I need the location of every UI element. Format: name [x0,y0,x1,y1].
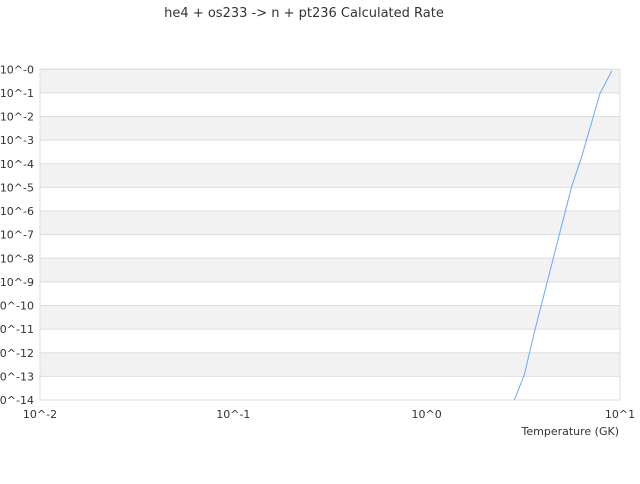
x-tick-label: 10^-1 [216,408,250,421]
grid-band [40,69,620,93]
y-tick-label: 10^-14 [0,394,34,407]
y-tick-label: 10^-6 [0,205,34,218]
grid-band [40,234,620,259]
x-tick-label: 10^-2 [23,408,57,421]
grid-band [40,163,620,188]
y-axis: 10^-0 10^-1 10^-2 10^-3 10^-4 10^-5 10^-6 10^-7… [0,63,34,407]
series-line [513,70,613,401]
x-axis: 10^-2 10^-1 10^0 10^1 [23,408,635,421]
grid-band [40,258,620,282]
grid-band [40,211,620,235]
grid-band [40,281,620,306]
y-tick-label: 10^-5 [0,181,34,194]
x-axis-label: Temperature (GK) [521,425,620,438]
grid-bands [40,68,620,400]
y-tick-label: 10^-9 [0,276,34,289]
grid-band [40,92,620,117]
grid-band [40,116,620,141]
y-tick-label: 10^-10 [0,300,34,313]
chart-title: he4 + os233 -> n + pt236 Calculated Rate [164,6,444,21]
y-tick-label: 10^-13 [0,370,34,383]
y-tick-label: 10^-0 [0,63,34,76]
grid-band [40,329,620,353]
y-tick-label: 10^-2 [0,111,34,124]
grid-band [40,305,620,330]
y-tick-label: 10^-4 [0,158,34,171]
x-tick-label: 10^0 [412,408,442,421]
y-tick-label: 10^-1 [0,87,34,100]
y-tick-label: 10^-12 [0,347,34,360]
y-tick-label: 10^-8 [0,252,34,265]
grid-band [40,140,620,164]
grid-band [40,376,620,400]
y-tick-label: 10^-11 [0,323,34,336]
grid-band [40,352,620,377]
y-tick-label: 10^-7 [0,229,34,242]
grid-band [40,187,620,212]
x-tick-label: 10^1 [605,408,635,421]
plot-frame [39,68,621,401]
y-tick-label: 10^-3 [0,134,34,147]
